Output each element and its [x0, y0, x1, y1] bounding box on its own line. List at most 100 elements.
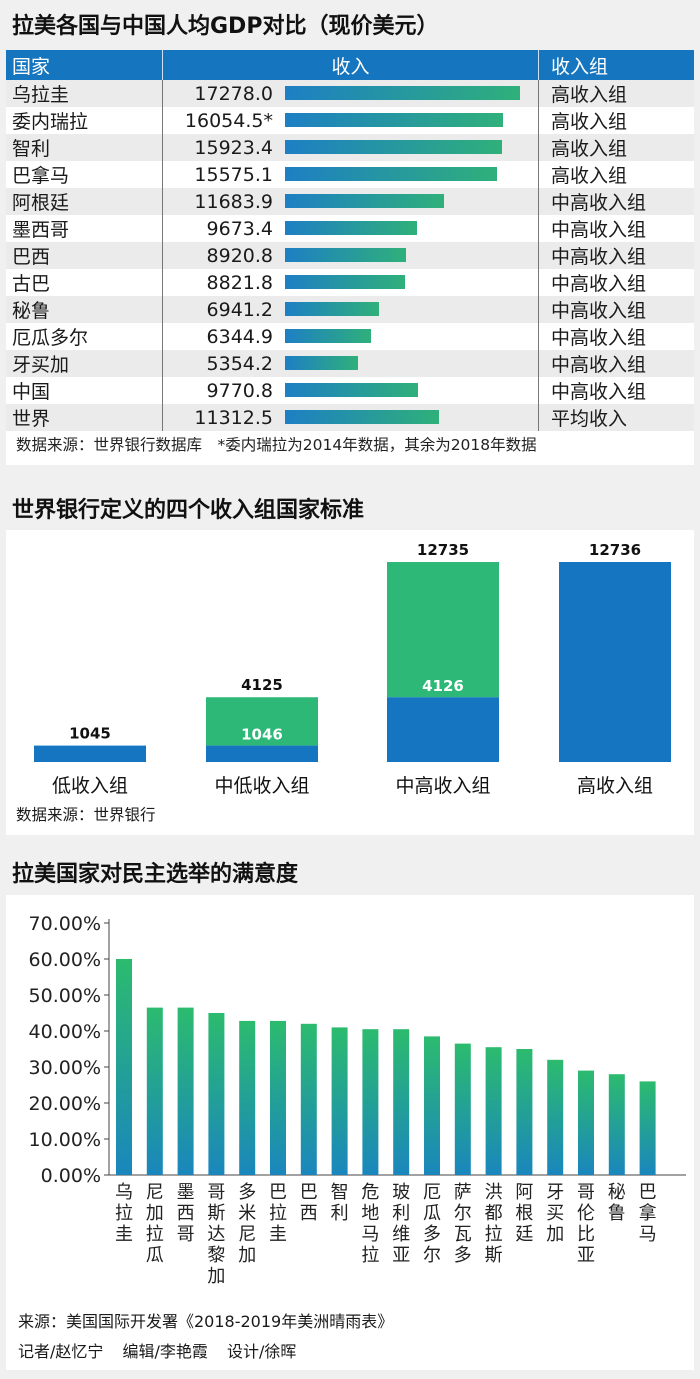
x-category-label: 厄瓜多尔	[423, 1182, 441, 1266]
category-label: 低收入组	[52, 775, 128, 797]
income-group-cell: 高收入组	[538, 161, 694, 188]
income-cell: 5354.2	[162, 350, 539, 377]
income-bar	[285, 356, 358, 370]
x-category-label: 洪都拉斯	[485, 1182, 503, 1266]
category-label: 中高收入组	[395, 775, 490, 797]
country-cell: 牙买加	[6, 350, 163, 377]
country-cell: 中国	[6, 377, 163, 404]
header-income: 收入	[162, 50, 539, 80]
income-bar	[285, 86, 520, 100]
satisfaction-bar	[270, 1020, 286, 1175]
income-bar	[285, 302, 380, 316]
income-value: 9673.4	[206, 218, 273, 240]
satisfaction-bar	[239, 1020, 256, 1175]
category-label: 高收入组	[577, 775, 653, 797]
x-category-label: 多米尼加	[238, 1182, 256, 1266]
category-label: 中低收入组	[214, 775, 309, 797]
y-tick-label: 0.00%	[41, 1165, 101, 1187]
table-row: 秘鲁 6941.2 中高收入组	[6, 296, 694, 323]
income-cell: 17278.0	[162, 80, 539, 107]
satisfaction-bar	[454, 1043, 471, 1175]
income-bar	[285, 410, 439, 424]
table-row: 古巴 8821.8 中高收入组	[6, 269, 694, 296]
x-category-label: 巴西	[300, 1182, 318, 1224]
income-group-cell: 中高收入组	[538, 215, 694, 242]
base-bar	[206, 745, 318, 762]
income-group-cell: 中高收入组	[538, 323, 694, 350]
lower-bound-label: 1046	[241, 726, 283, 744]
x-category-label: 阿根廷	[515, 1182, 533, 1245]
income-value: 16054.5*	[184, 110, 273, 132]
base-bar	[34, 745, 146, 762]
gdp-comparison-panel: 国家 收入 收入组 乌拉圭 17278.0 高收入组 委内瑞拉 16054.5* 高收入组…	[6, 50, 694, 465]
country-cell: 阿根廷	[6, 188, 163, 215]
x-category-label: 墨西哥	[177, 1182, 195, 1245]
income-value: 9770.8	[206, 380, 273, 402]
satisfaction-bar	[516, 1049, 533, 1175]
income-group-cell: 中高收入组	[538, 350, 694, 377]
x-category-label: 乌拉圭	[115, 1182, 133, 1245]
income-value: 6344.9	[206, 326, 273, 348]
country-cell: 巴西	[6, 242, 163, 269]
base-bar	[387, 697, 499, 762]
satisfaction-bar	[331, 1027, 348, 1175]
y-tick-label: 20.00%	[29, 1093, 101, 1115]
y-tick-label: 10.00%	[29, 1129, 101, 1151]
gdp-section-title: 拉美各国与中国人均GDP对比（现价美元）	[12, 14, 439, 39]
income-bar	[285, 167, 497, 181]
header-income-group: 收入组	[538, 50, 694, 80]
satisfaction-section-title: 拉美国家对民主选举的满意度	[12, 862, 299, 887]
income-cell: 16054.5*	[162, 107, 539, 134]
country-cell: 世界	[6, 404, 163, 431]
table-row: 巴西 8920.8 中高收入组	[6, 242, 694, 269]
x-category-label: 秘鲁	[608, 1182, 626, 1224]
y-tick-label: 70.00%	[29, 913, 101, 935]
income-group-cell: 中高收入组	[538, 188, 694, 215]
x-category-label: 巴拿马	[639, 1182, 657, 1245]
satisfaction-source-note: 来源：美国国际开发署《2018-2019年美洲晴雨表》	[18, 1312, 394, 1331]
wb-data-source-note: 数据来源：世界银行	[16, 806, 156, 824]
income-group-cell: 中高收入组	[538, 242, 694, 269]
x-category-label: 哥斯达黎加	[207, 1182, 225, 1287]
satisfaction-column-chart: 0.00% 10.00% 20.00% 30.00% 40.00% 50.00% 60.00…	[29, 913, 686, 1287]
credits-line: 记者/赵忆宁 编辑/李艳霞 设计/徐晖	[18, 1338, 310, 1362]
income-value: 8920.8	[206, 245, 273, 267]
income-cell: 15923.4	[162, 134, 539, 161]
income-bar	[285, 221, 417, 235]
satisfaction-bar	[485, 1047, 502, 1175]
income-group-bar-chart: 1045 低收入组 4125 1046 中低收入组 12735 4126 中高收入组 12736…	[34, 541, 671, 797]
income-value: 17278.0	[194, 83, 273, 105]
income-value: 11312.5	[194, 407, 273, 429]
income-group-cell: 平均收入	[538, 404, 694, 431]
income-cell: 6941.2	[162, 296, 539, 323]
income-cell: 9770.8	[162, 377, 539, 404]
table-row: 智利 15923.4 高收入组	[6, 134, 694, 161]
income-bar	[285, 113, 504, 127]
table-row: 巴拿马 15575.1 高收入组	[6, 161, 694, 188]
table-row: 阿根廷 11683.9 中高收入组	[6, 188, 694, 215]
country-cell: 秘鲁	[6, 296, 163, 323]
satisfaction-bar	[177, 1007, 194, 1175]
income-bar	[285, 248, 407, 262]
income-cell: 8920.8	[162, 242, 539, 269]
satisfaction-bar	[547, 1059, 564, 1175]
y-tick-label: 30.00%	[29, 1057, 101, 1079]
x-category-label: 智利	[331, 1182, 349, 1224]
country-cell: 古巴	[6, 269, 163, 296]
gdp-table: 国家 收入 收入组 乌拉圭 17278.0 高收入组 委内瑞拉 16054.5* 高收入组…	[6, 50, 694, 431]
income-cell: 11683.9	[162, 188, 539, 215]
country-cell: 委内瑞拉	[6, 107, 163, 134]
table-row: 乌拉圭 17278.0 高收入组	[6, 80, 694, 107]
satisfaction-bar	[146, 1007, 163, 1175]
upper-bound-label: 12736	[589, 541, 641, 559]
credit-reporter: 记者/赵忆宁	[18, 1342, 104, 1361]
income-value: 15923.4	[194, 137, 273, 159]
credit-designer: 设计/徐晖	[227, 1342, 297, 1361]
table-row: 厄瓜多尔 6344.9 中高收入组	[6, 323, 694, 350]
income-cell: 9673.4	[162, 215, 539, 242]
lower-bound-label: 4126	[422, 677, 464, 695]
satisfaction-bar	[424, 1036, 440, 1175]
satisfaction-chart-panel: 0.00% 10.00% 20.00% 30.00% 40.00% 50.00% 60.00…	[6, 895, 694, 1370]
x-category-label: 牙买加	[546, 1182, 564, 1245]
country-cell: 厄瓜多尔	[6, 323, 163, 350]
